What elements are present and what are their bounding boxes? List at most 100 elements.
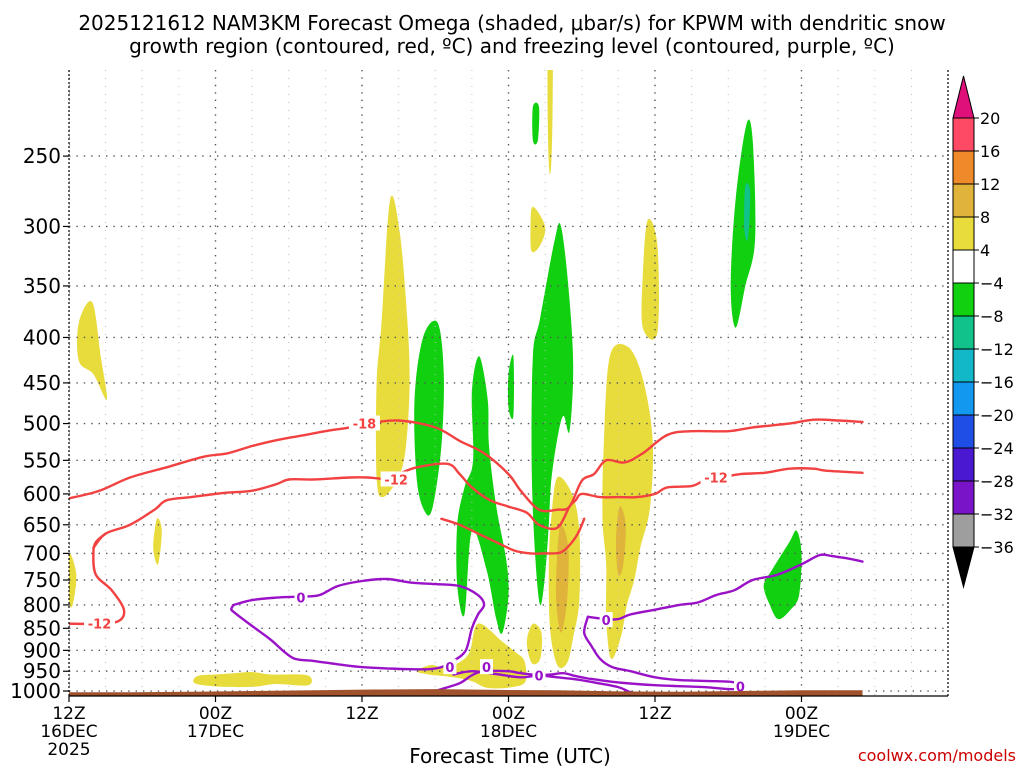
y-tick-label: 400 bbox=[23, 325, 61, 349]
y-tick-label: 1000 bbox=[10, 679, 61, 703]
y-tick-label: 950 bbox=[23, 659, 61, 683]
y-tick-label: 350 bbox=[23, 274, 61, 298]
omega-descent-region bbox=[532, 102, 540, 145]
contour-label-bg bbox=[599, 612, 613, 628]
colorbar-swatch bbox=[952, 447, 975, 482]
x-tick-label: 16DEC bbox=[40, 722, 97, 742]
contour-label-bg bbox=[733, 678, 747, 694]
colorbar-label: 20 bbox=[980, 109, 1000, 128]
x-tick-label: 19DEC bbox=[773, 722, 830, 742]
y-tick-label: 900 bbox=[23, 638, 61, 662]
contour-label: 0 bbox=[482, 661, 491, 676]
contour-label: -18 bbox=[353, 418, 377, 433]
colorbar-label: −8 bbox=[980, 307, 1004, 326]
colorbar-label: −28 bbox=[980, 472, 1014, 491]
contour-label-bg bbox=[700, 469, 732, 485]
x-tick-label: 17DEC bbox=[187, 722, 244, 742]
x-tick-label: 00Z bbox=[785, 704, 818, 724]
omega-ascent-region bbox=[602, 343, 654, 660]
colorbar-label: −24 bbox=[980, 439, 1014, 458]
x-tick-label: 12Z bbox=[345, 704, 378, 724]
x-tick-label: 2025 bbox=[47, 740, 90, 760]
colorbar-swatch bbox=[952, 150, 975, 185]
contour-label: -12 bbox=[384, 473, 408, 488]
contour-freezing-level-lower bbox=[421, 669, 644, 696]
colorbar-label: −36 bbox=[980, 538, 1014, 557]
colorbar-label: 12 bbox=[980, 175, 1000, 194]
contour-label: -12 bbox=[704, 471, 728, 486]
y-tick-label: 550 bbox=[23, 448, 61, 472]
colorbar-label: −12 bbox=[980, 340, 1014, 359]
contour-dgz-lower-branch bbox=[440, 517, 586, 555]
omega-ascent-region bbox=[153, 518, 162, 565]
contour-label-bg bbox=[348, 415, 380, 431]
colorbar-swatch bbox=[952, 513, 975, 548]
omega-descent-region bbox=[743, 183, 751, 241]
colorbar-label: −32 bbox=[980, 505, 1014, 524]
colorbar-bottom-arrow bbox=[952, 546, 975, 589]
colorbar-swatch bbox=[952, 282, 975, 317]
plot-inner: -18 -12 -12 -12 0 0 0 0 0 0 bbox=[69, 70, 948, 696]
colorbar-label: −4 bbox=[980, 274, 1004, 293]
y-tick-label: 600 bbox=[23, 482, 61, 506]
colorbar-swatch bbox=[952, 315, 975, 350]
colorbar-swatch bbox=[952, 381, 975, 416]
y-tick-label: 850 bbox=[23, 616, 61, 640]
credit-text: coolwx.com/models bbox=[858, 746, 1016, 765]
omega-ascent-region bbox=[69, 552, 77, 608]
omega-descent-region bbox=[763, 530, 802, 620]
colorbar-swatch bbox=[952, 480, 975, 515]
y-tick-label: 750 bbox=[23, 568, 61, 592]
x-tick-label: 00Z bbox=[492, 704, 525, 724]
omega-ascent-region bbox=[641, 218, 659, 340]
contour-label-bg bbox=[532, 667, 546, 683]
chart-title-line2: growth region (contoured, red, ºC) and f… bbox=[129, 34, 895, 58]
omega-descent-region bbox=[730, 119, 756, 328]
colorbar: 20 16 12 8 4 −4 −8 −12 −16 −20 −24 −28 −32 −36 bbox=[952, 75, 1014, 589]
contour-label-bg bbox=[84, 615, 116, 631]
contour-label-bg bbox=[294, 589, 308, 605]
colorbar-swatch bbox=[952, 183, 975, 218]
y-tick-label: 300 bbox=[23, 214, 61, 238]
contour-freezing-level-right bbox=[586, 553, 864, 621]
colorbar-swatch bbox=[952, 414, 975, 449]
y-tick-label: 500 bbox=[23, 412, 61, 436]
colorbar-swatch bbox=[952, 348, 975, 383]
contour-label: 0 bbox=[736, 680, 745, 695]
contour-label: 0 bbox=[602, 614, 611, 629]
x-tick-label: 18DEC bbox=[480, 722, 537, 742]
colorbar-label: −16 bbox=[980, 373, 1014, 392]
colorbar-swatch bbox=[952, 249, 975, 284]
y-tick-label: 450 bbox=[23, 371, 61, 395]
x-tick-label: 12Z bbox=[638, 704, 671, 724]
x-tick-label: 00Z bbox=[199, 704, 232, 724]
plot-area: -18 -12 -12 -12 0 0 0 0 0 0 bbox=[68, 70, 949, 697]
terrain-surface bbox=[69, 689, 863, 696]
omega-ascent-region bbox=[547, 70, 553, 175]
contour-freezing-level-main bbox=[230, 577, 486, 671]
colorbar-label: 16 bbox=[980, 142, 1000, 161]
omega-ascent-region bbox=[526, 623, 543, 665]
contour-label-bg bbox=[380, 471, 412, 487]
y-tick-label: 800 bbox=[23, 593, 61, 617]
omega-ascent-region bbox=[76, 300, 108, 400]
y-tick-label: 250 bbox=[23, 144, 61, 168]
contour-dgz-minus18 bbox=[69, 418, 864, 513]
omega-descent-region bbox=[507, 354, 514, 420]
contour-label-bg bbox=[480, 659, 494, 675]
colorbar-label: −20 bbox=[980, 406, 1014, 425]
omega-ascent-region bbox=[530, 206, 546, 253]
colorbar-label: 4 bbox=[980, 241, 990, 260]
x-axis-title: Forecast Time (UTC) bbox=[409, 744, 611, 768]
y-axis: 2503003504004505005506006507007508008509… bbox=[10, 144, 69, 703]
contour-label-bg bbox=[443, 659, 457, 675]
contour-label: 0 bbox=[534, 669, 543, 684]
omega-ascent-region bbox=[193, 671, 312, 688]
colorbar-swatch bbox=[952, 216, 975, 251]
contour-label: -12 bbox=[88, 618, 112, 633]
colorbar-top-arrow bbox=[952, 75, 975, 119]
y-tick-label: 700 bbox=[23, 541, 61, 565]
colorbar-label: 8 bbox=[980, 208, 990, 227]
